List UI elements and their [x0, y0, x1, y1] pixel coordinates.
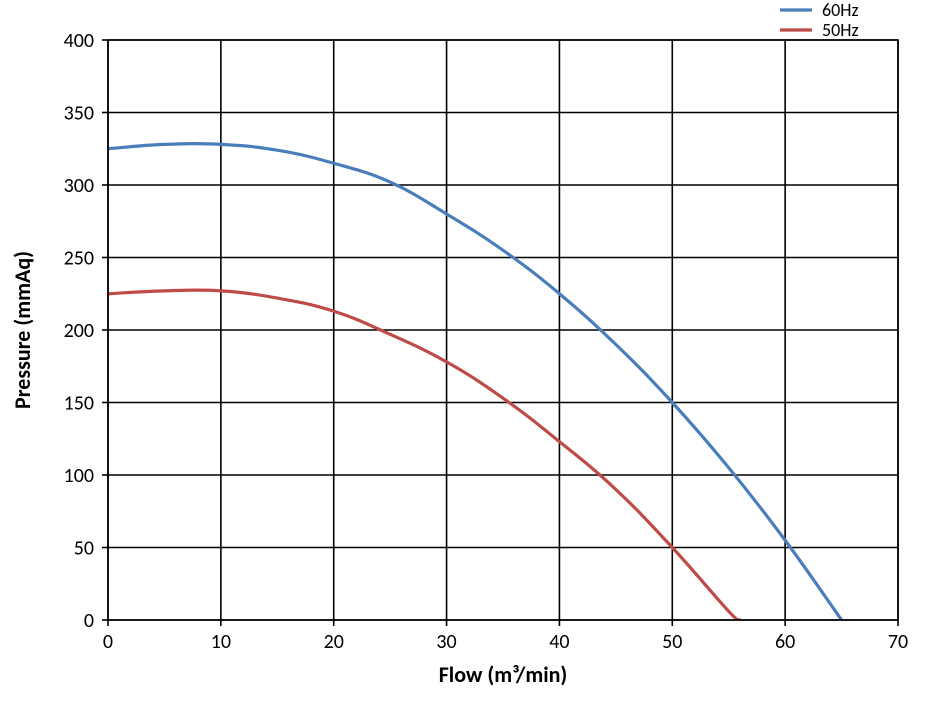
y-tick-label: 300 [64, 174, 94, 198]
x-tick-label: 20 [324, 630, 344, 654]
y-tick-label: 0 [84, 609, 94, 633]
x-tick-label: 30 [436, 630, 456, 654]
y-axis-title: Pressure (mmAq) [9, 251, 36, 409]
legend-label-60Hz: 60Hz [822, 0, 859, 21]
y-tick-label: 250 [64, 247, 94, 271]
y-tick-label: 350 [64, 102, 94, 126]
chart-container: 0 10 20 30 40 50 60 70 Flow (m³/min) 0 50 100 150 200… [0, 0, 939, 723]
x-tick-label: 40 [549, 630, 569, 654]
x-tick-label: 10 [211, 630, 231, 654]
y-tick-label: 100 [64, 464, 94, 488]
y-tick-label: 150 [64, 392, 94, 416]
legend-label-50Hz: 50Hz [822, 19, 859, 41]
performance-curve-chart: 0 10 20 30 40 50 60 70 Flow (m³/min) 0 50 100 150 200… [0, 0, 939, 723]
y-tick-label: 50 [74, 537, 94, 561]
x-tick-label: 50 [662, 630, 682, 654]
chart-background [0, 0, 939, 723]
y-tick-label: 200 [64, 319, 94, 343]
x-tick-label: 70 [888, 630, 908, 654]
x-tick-label: 60 [775, 630, 795, 654]
x-axis-title: Flow (m³/min) [439, 661, 568, 688]
x-tick-label: 0 [103, 630, 113, 654]
y-tick-label: 400 [64, 29, 94, 53]
